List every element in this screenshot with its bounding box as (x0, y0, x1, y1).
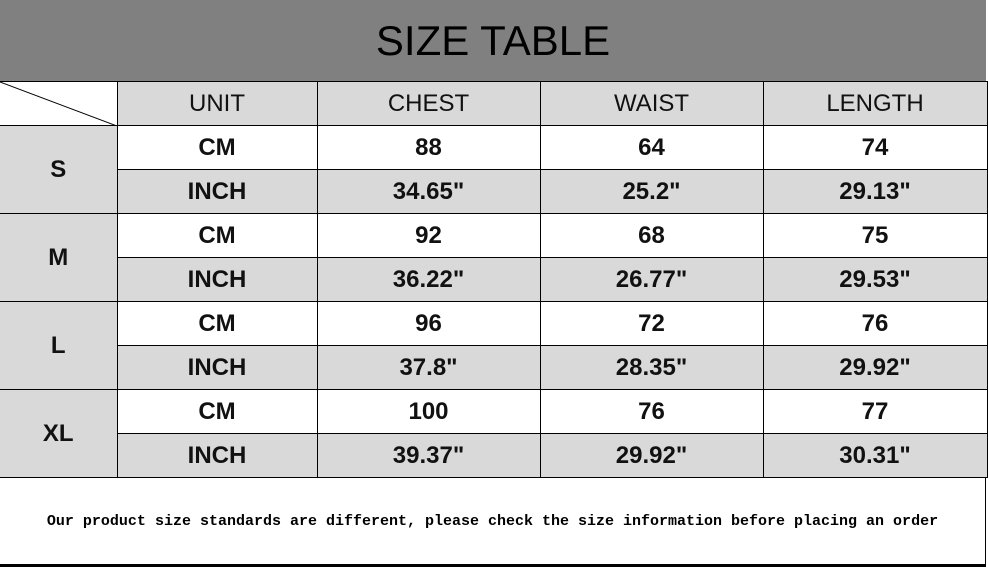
table-row: XL CM 100 76 77 (0, 389, 988, 478)
header-waist: WAIST (539, 81, 764, 126)
table-row: INCH 36.22" 26.77" 29.53" (0, 257, 988, 302)
unit-cell: INCH (116, 257, 318, 302)
header-chest: CHEST (316, 81, 541, 126)
corner-cell (0, 81, 118, 126)
unit-cell: CM (116, 213, 318, 258)
unit-cell: INCH (116, 433, 318, 478)
chest-cell: 88 (316, 125, 541, 170)
table-row: S CM 88 64 74 (0, 125, 988, 214)
length-cell: 74 (762, 125, 988, 170)
chest-cell: 37.8" (316, 345, 541, 390)
waist-cell: 28.35" (539, 345, 764, 390)
header-unit: UNIT (116, 81, 318, 126)
size-label: L (0, 301, 118, 390)
table-row: INCH 39.37" 29.92" 30.31" (0, 433, 988, 478)
header-row: UNIT CHEST WAIST LENGTH (0, 81, 988, 126)
unit-cell: INCH (116, 345, 318, 390)
unit-cell: INCH (116, 169, 318, 214)
waist-cell: 26.77" (539, 257, 764, 302)
unit-cell: CM (116, 125, 318, 170)
length-cell: 29.92" (762, 345, 988, 390)
waist-cell: 29.92" (539, 433, 764, 478)
chest-cell: 100 (316, 389, 541, 434)
size-label: XL (0, 389, 118, 478)
waist-cell: 68 (539, 213, 764, 258)
length-cell: 75 (762, 213, 988, 258)
length-cell: 76 (762, 301, 988, 346)
length-cell: 77 (762, 389, 988, 434)
unit-cell: CM (116, 389, 318, 434)
length-cell: 29.53" (762, 257, 988, 302)
chest-cell: 96 (316, 301, 541, 346)
diagonal-divider (0, 82, 117, 126)
chest-cell: 39.37" (316, 433, 541, 478)
footer-note: Our product size standards are different… (0, 478, 986, 567)
length-cell: 30.31" (762, 433, 988, 478)
header-length: LENGTH (762, 81, 988, 126)
waist-cell: 72 (539, 301, 764, 346)
size-label: S (0, 125, 118, 214)
size-label: M (0, 213, 118, 302)
waist-cell: 25.2" (539, 169, 764, 214)
table-row: INCH 34.65" 25.2" 29.13" (0, 169, 988, 214)
chest-cell: 92 (316, 213, 541, 258)
table-row: INCH 37.8" 28.35" 29.92" (0, 345, 988, 390)
unit-cell: CM (116, 301, 318, 346)
chest-cell: 34.65" (316, 169, 541, 214)
waist-cell: 64 (539, 125, 764, 170)
page-title: SIZE TABLE (0, 0, 986, 82)
chest-cell: 36.22" (316, 257, 541, 302)
waist-cell: 76 (539, 389, 764, 434)
table-row: L CM 96 72 76 (0, 301, 988, 390)
size-table: UNIT CHEST WAIST LENGTH S CM 88 64 74 INCH 34.… (0, 81, 988, 478)
length-cell: 29.13" (762, 169, 988, 214)
table-row: M CM 92 68 75 (0, 213, 988, 302)
